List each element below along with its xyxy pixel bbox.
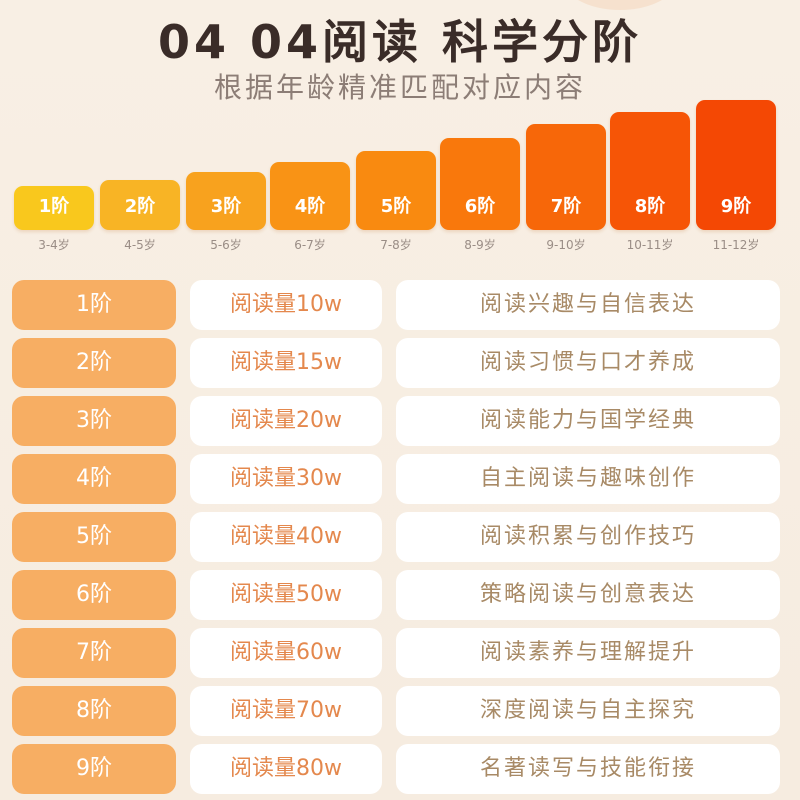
row-level-1: 1阶 bbox=[12, 280, 176, 330]
row-volume-8: 阅读量70w bbox=[190, 686, 382, 736]
row-level-7: 7阶 bbox=[12, 628, 176, 678]
row-topic-3: 阅读能力与国学经典 bbox=[396, 396, 780, 446]
row-level-5: 5阶 bbox=[12, 512, 176, 562]
level-step-label: 1阶 bbox=[38, 196, 70, 217]
level-step-label: 7阶 bbox=[550, 196, 582, 217]
level-step-8: 8阶 bbox=[610, 112, 690, 230]
row-topic-4: 自主阅读与趣味创作 bbox=[396, 454, 780, 504]
row-volume-2: 阅读量15w bbox=[190, 338, 382, 388]
row-topic-6: 策略阅读与创意表达 bbox=[396, 570, 780, 620]
level-step-label: 3阶 bbox=[210, 196, 242, 217]
row-volume-4: 阅读量30w bbox=[190, 454, 382, 504]
row-volume-9: 阅读量80w bbox=[190, 744, 382, 794]
age-range-5: 7-8岁 bbox=[380, 238, 412, 252]
row-volume-6: 阅读量50w bbox=[190, 570, 382, 620]
age-range-9: 11-12岁 bbox=[712, 238, 760, 252]
level-step-label: 9阶 bbox=[720, 196, 752, 217]
row-level-9: 9阶 bbox=[12, 744, 176, 794]
age-range-3: 5-6岁 bbox=[210, 238, 242, 252]
level-step-3: 3阶 bbox=[186, 172, 266, 230]
row-topic-8: 深度阅读与自主探究 bbox=[396, 686, 780, 736]
page-subtitle: 根据年龄精准匹配对应内容 bbox=[213, 71, 586, 104]
level-step-6: 6阶 bbox=[440, 138, 520, 230]
row-volume-5: 阅读量40w bbox=[190, 512, 382, 562]
age-range-6: 8-9岁 bbox=[464, 238, 496, 252]
row-level-3: 3阶 bbox=[12, 396, 176, 446]
level-step-label: 2阶 bbox=[124, 196, 156, 217]
row-topic-2: 阅读习惯与口才养成 bbox=[396, 338, 780, 388]
age-range-2: 4-5岁 bbox=[124, 238, 156, 252]
row-topic-5: 阅读积累与创作技巧 bbox=[396, 512, 780, 562]
row-level-8: 8阶 bbox=[12, 686, 176, 736]
row-level-2: 2阶 bbox=[12, 338, 176, 388]
row-topic-7: 阅读素养与理解提升 bbox=[396, 628, 780, 678]
level-step-label: 4阶 bbox=[294, 196, 326, 217]
level-step-1: 1阶 bbox=[14, 186, 94, 230]
level-step-label: 8阶 bbox=[634, 196, 666, 217]
row-volume-1: 阅读量10w bbox=[190, 280, 382, 330]
row-level-6: 6阶 bbox=[12, 570, 176, 620]
age-range-1: 3-4岁 bbox=[38, 238, 70, 252]
level-step-9: 9阶 bbox=[696, 100, 776, 230]
level-step-label: 5阶 bbox=[380, 196, 412, 217]
level-step-label: 6阶 bbox=[464, 196, 496, 217]
row-level-4: 4阶 bbox=[12, 454, 176, 504]
age-range-4: 6-7岁 bbox=[294, 238, 326, 252]
row-topic-1: 阅读兴趣与自信表达 bbox=[396, 280, 780, 330]
row-volume-7: 阅读量60w bbox=[190, 628, 382, 678]
row-volume-3: 阅读量20w bbox=[190, 396, 382, 446]
level-step-2: 2阶 bbox=[100, 180, 180, 230]
age-range-8: 10-11岁 bbox=[626, 238, 674, 252]
level-step-5: 5阶 bbox=[356, 151, 436, 230]
level-step-4: 4阶 bbox=[270, 162, 350, 230]
decorative-circle bbox=[560, 0, 680, 10]
page-title: 04 04阅读 科学分阶 bbox=[157, 15, 643, 69]
row-topic-9: 名著读写与技能衔接 bbox=[396, 744, 780, 794]
age-range-7: 9-10岁 bbox=[546, 238, 586, 252]
level-step-7: 7阶 bbox=[526, 124, 606, 230]
